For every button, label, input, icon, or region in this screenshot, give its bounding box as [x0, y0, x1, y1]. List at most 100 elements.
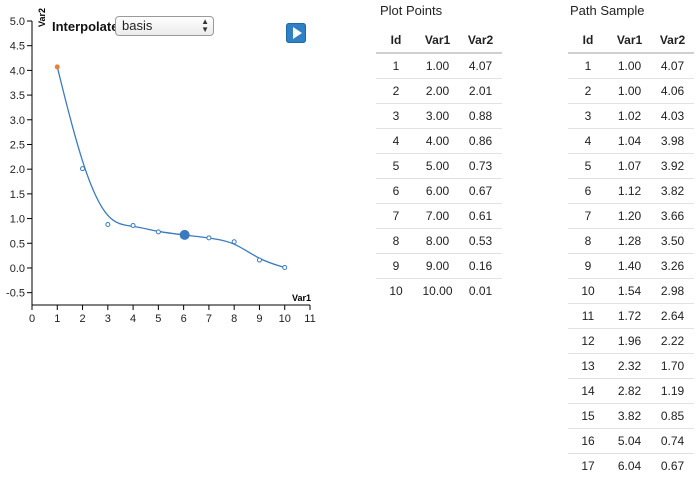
path-sample-table: Id Var1 Var2 1 1.00 4.07 2 1.00 4.06 3 1.02 4.03 4 1…	[568, 27, 694, 478]
table-row: 14 2.82 1.19	[568, 378, 694, 404]
table-cell: 3.50	[651, 228, 694, 254]
play-button[interactable]	[286, 23, 306, 43]
x-tick-label: 9	[256, 313, 262, 325]
table-row: 17 6.04 0.67	[568, 453, 694, 478]
table-cell: 3.82	[608, 403, 651, 429]
table-cell: 3.98	[651, 128, 694, 154]
table-row: 4 4.00 0.86	[376, 128, 502, 154]
table-cell: 0.86	[459, 128, 502, 154]
x-tick-label: 11	[304, 313, 315, 325]
table-cell: 2.01	[459, 78, 502, 104]
table-row: 5 5.00 0.73	[376, 153, 502, 179]
data-point[interactable]	[54, 64, 60, 70]
table-cell: 4.06	[651, 78, 694, 104]
interpolate-select[interactable]: basis ▲ ▼	[115, 16, 214, 36]
play-icon	[293, 27, 302, 39]
table-cell: 1.54	[608, 278, 651, 304]
table-cell: 7	[376, 203, 416, 229]
table-cell: 2.00	[416, 78, 459, 104]
table-cell: 14	[568, 378, 608, 404]
table-row: 13 2.32 1.70	[568, 353, 694, 379]
table-cell: 5.04	[608, 428, 651, 454]
x-tick-label: 4	[130, 313, 136, 325]
table-cell: 1.04	[608, 128, 651, 154]
table-cell: 0.85	[651, 403, 694, 429]
column-header: Var2	[651, 27, 694, 54]
data-point[interactable]	[231, 239, 237, 245]
table-cell: 0.67	[651, 453, 694, 478]
animation-marker	[179, 229, 190, 240]
data-point[interactable]	[282, 264, 288, 270]
table-cell: 3.26	[651, 253, 694, 279]
table-row: 1 1.00 4.07	[376, 53, 502, 79]
x-tick-label: 2	[79, 313, 85, 325]
table-cell: 10.00	[416, 278, 459, 303]
table-cell: 2	[568, 78, 608, 104]
x-tick-label: 1	[54, 313, 60, 325]
table-cell: 1.40	[608, 253, 651, 279]
table-cell: 10	[568, 278, 608, 304]
table-cell: 2.82	[608, 378, 651, 404]
table-cell: 3.82	[651, 178, 694, 204]
column-header: Var1	[608, 27, 651, 54]
table-cell: 3.00	[416, 103, 459, 129]
x-tick-label: 5	[155, 313, 161, 325]
x-tick-label: 3	[105, 313, 111, 325]
y-tick-label: 4.0	[10, 65, 25, 77]
data-point[interactable]	[155, 229, 161, 235]
table-cell: 3.66	[651, 203, 694, 229]
table-cell: 5.00	[416, 153, 459, 179]
chart-points	[54, 64, 288, 270]
table-row: 7 7.00 0.61	[376, 203, 502, 229]
table-cell: 0.16	[459, 253, 502, 279]
table-cell: 2.32	[608, 353, 651, 379]
data-point[interactable]	[130, 222, 136, 228]
table-cell: 1.19	[651, 378, 694, 404]
table-cell: 2.64	[651, 303, 694, 329]
table-header-row: Id Var1 Var2	[568, 27, 694, 54]
interpolate-label: Interpolate:	[52, 19, 123, 34]
table-cell: 1.28	[608, 228, 651, 254]
table-cell: 5	[568, 153, 608, 179]
table-cell: 1.00	[425, 59, 450, 73]
table-cell: 2	[376, 78, 416, 104]
table-cell: 7	[568, 203, 608, 229]
table-cell: 0.01	[459, 278, 502, 303]
table-row: 11 1.72 2.64	[568, 303, 694, 329]
data-point[interactable]	[105, 221, 111, 227]
data-point[interactable]	[256, 257, 262, 263]
table-cell: 0.74	[651, 428, 694, 454]
line-chart: 0 1 2 3 4 5 6 7 8 9 10 11 5.0 4.5 4.0 3.5 3.0 2.5 2.0 1.5 1.…	[6, 8, 316, 325]
plot-points-title: Plot Points	[380, 3, 443, 18]
column-header: Id	[376, 27, 416, 54]
table-cell: 4	[376, 128, 416, 154]
table-header-row: Id Var1 Var2	[376, 27, 502, 54]
table-cell: 1.07	[608, 153, 651, 179]
table-cell: 8	[568, 228, 608, 254]
table-row: 9 9.00 0.16	[376, 253, 502, 279]
table-cell: 2.98	[651, 278, 694, 304]
table-row: 4 1.04 3.98	[568, 128, 694, 154]
table-row: 7 1.20 3.66	[568, 203, 694, 229]
table-row: 10 1.54 2.98	[568, 278, 694, 304]
data-point[interactable]	[206, 235, 212, 241]
table-cell: 2.22	[651, 328, 694, 354]
table-cell: 6.00	[416, 178, 459, 204]
table-row: 2 2.00 2.01	[376, 78, 502, 104]
table-cell: 11	[568, 303, 608, 329]
table-cell: 7.00	[416, 203, 459, 229]
chart-axes: 0 1 2 3 4 5 6 7 8 9 10 11 5.0 4.5 4.0 3.5 3.0 2.5 2.0 1.5 1.…	[6, 16, 316, 325]
table-cell: 0.73	[459, 153, 502, 179]
table-body: 1 1.00 4.07 2 1.00 4.06 3 1.02 4.03 4 1.04 3.98 5 1.0…	[568, 53, 694, 478]
table-row: 15 3.82 0.85	[568, 403, 694, 429]
table-row: 5 1.07 3.92	[568, 153, 694, 179]
table-cell: 4.00	[416, 128, 459, 154]
table-cell: 0.67	[459, 178, 502, 204]
table-row: 10 10.00 0.01	[376, 278, 502, 303]
table-cell: 3	[568, 103, 608, 129]
table-body: 1 1.00 4.07 2 2.00 2.01 3 3.00 0.88 4 4.00 0.86 5 5.0…	[376, 53, 502, 303]
table-cell: 1.00	[617, 59, 642, 73]
y-tick-label: 1.0	[10, 214, 25, 226]
data-point[interactable]	[80, 166, 86, 172]
table-cell: 9.00	[416, 253, 459, 279]
